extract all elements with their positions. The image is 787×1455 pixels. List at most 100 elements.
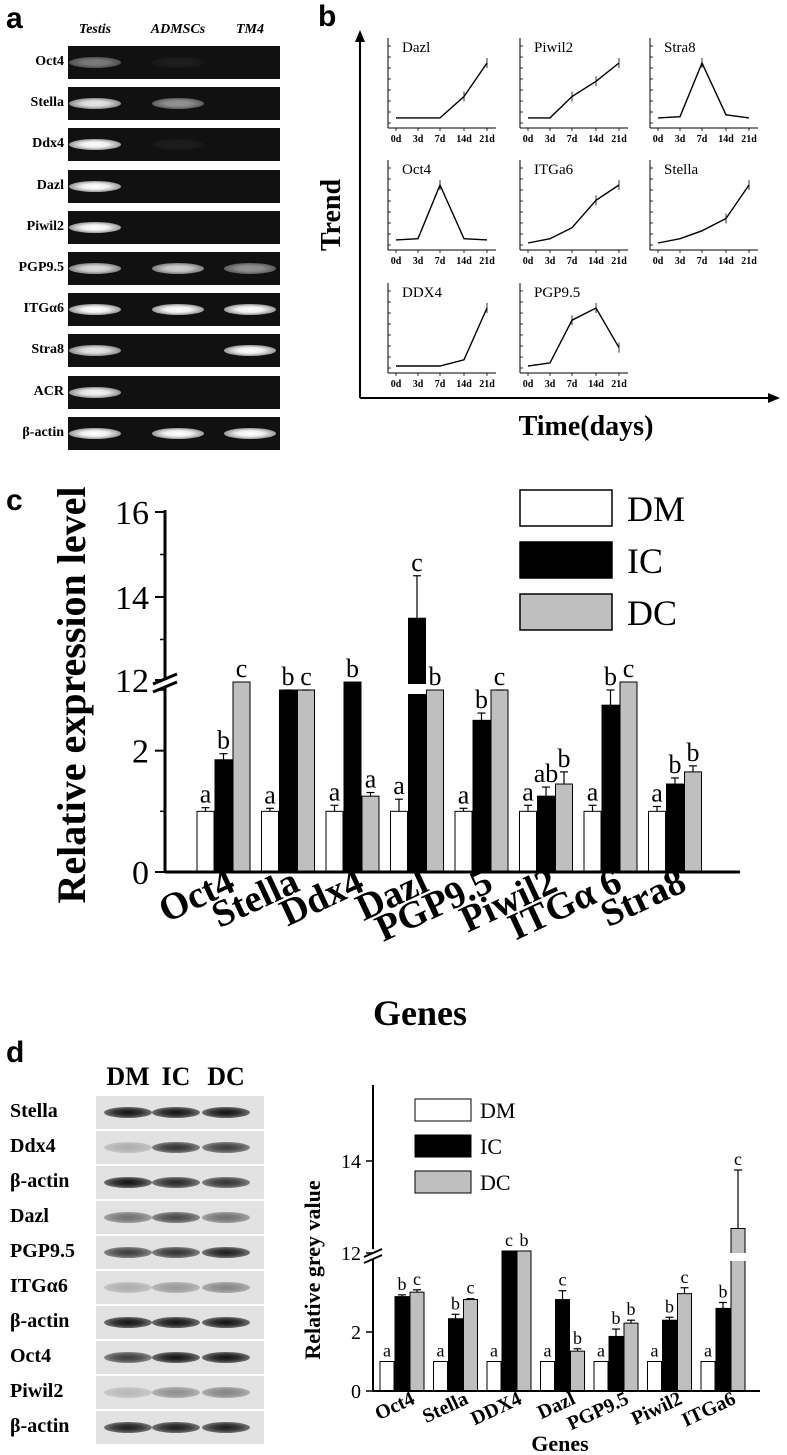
gel-row-label: Dazl: [36, 177, 64, 193]
significance-letter: c: [300, 662, 312, 691]
d-category-label: Oct4: [372, 1388, 419, 1425]
significance-letter: c: [505, 1230, 513, 1250]
mini-tick-label: 21d: [479, 134, 495, 145]
significance-letter: a: [651, 778, 663, 807]
mini-tick-label: 0d: [523, 256, 534, 267]
wb-band: [202, 1212, 250, 1223]
bar-dm: [325, 810, 344, 873]
mini-title: Stella: [664, 162, 699, 178]
bar-dm: [700, 1361, 716, 1392]
wb-row-label: Piwil2: [10, 1380, 64, 1402]
bar-ic: [555, 1299, 570, 1392]
bar-dc: [619, 681, 638, 873]
panel-c-letter: c: [6, 484, 23, 517]
mini-tick-label: 0d: [523, 379, 534, 390]
bar-ic: [214, 759, 233, 873]
wb-lane-label: IC: [161, 1062, 191, 1091]
bar-dm: [454, 810, 473, 873]
mini-trend-line: [657, 184, 750, 244]
mini-title: PGP9.5: [534, 285, 580, 301]
wb-row-label: β-actin: [10, 1170, 70, 1192]
bar-dc: [232, 681, 251, 873]
d-x-title: Genes: [531, 1431, 589, 1455]
bar-ic: [608, 1335, 624, 1392]
significance-letter: a: [264, 780, 276, 809]
d-y-tick-label: 2: [351, 1322, 361, 1344]
wb-row-label: Dazl: [10, 1205, 49, 1227]
bar-ic: [601, 704, 620, 873]
mini-tick-label: 21d: [611, 379, 627, 390]
mini-tick-label: 7d: [567, 379, 578, 390]
mini-tick-label: 7d: [697, 256, 708, 267]
mini-title: Piwil2: [534, 40, 573, 56]
significance-letter: c: [413, 1269, 421, 1289]
bar-break-gap: [730, 1253, 746, 1261]
c-axis-break-mark: [152, 680, 178, 694]
c-y-tick-label: 16: [115, 495, 149, 532]
gel-band: [69, 57, 121, 68]
bar-dm: [583, 810, 602, 873]
wb-band: [104, 1422, 152, 1433]
d-category-label: Piwil2: [628, 1388, 686, 1430]
mini-tick-label: 21d: [611, 256, 627, 267]
wb-lane-label: DM: [106, 1062, 150, 1091]
panel-d-western-blot: DM IC DC Stella Ddx4 β-actin Dazl PGP9.5 ITGα6 β-…: [0, 1060, 270, 1455]
wb-band: [152, 1282, 200, 1293]
wb-band: [202, 1247, 250, 1258]
significance-letter: a: [522, 777, 534, 806]
mini-tick-label: 0d: [391, 256, 402, 267]
panel-b-trend-chart: Trend Time(days) Dazl 0d 3d 7d 14d 21d Piwil2 0d 3…: [316, 30, 780, 442]
mini-tick-label: 3d: [413, 134, 424, 145]
gel-band: [69, 221, 121, 233]
gel-band: [69, 139, 121, 151]
significance-letter: c: [467, 1278, 475, 1298]
trend-y-arrow: [355, 30, 365, 42]
mini-trend-line: [657, 61, 750, 119]
c-legend-label: DC: [627, 593, 677, 633]
wb-band: [104, 1317, 152, 1328]
significance-letter: c: [734, 1149, 742, 1169]
d-y-tick-label: 12: [341, 1243, 361, 1265]
bar-ic: [501, 1250, 517, 1392]
bar-dc: [297, 689, 315, 873]
gel-row-label: Stra8: [31, 342, 64, 358]
trend-mini-chart: Oct4 0d 3d 7d 14d 21d: [387, 160, 496, 267]
mini-tick-label: 7d: [435, 256, 446, 267]
bar-dm: [433, 1361, 448, 1392]
mini-title: ITGa6: [534, 162, 574, 178]
significance-letter: b: [665, 1296, 674, 1316]
mini-tick-label: 3d: [675, 256, 686, 267]
significance-letter: b: [520, 1230, 529, 1250]
gel-band: [152, 263, 204, 274]
wb-band: [202, 1107, 250, 1118]
bar-dm: [261, 810, 279, 873]
bar-dc: [623, 1322, 639, 1392]
c-legend-label: IC: [627, 541, 663, 581]
c-legend-swatch: [519, 489, 613, 527]
panel-d-letter: d: [6, 1036, 25, 1069]
significance-letter: a: [587, 777, 599, 806]
trend-mini-chart: DDX4 0d 3d 7d 14d 21d: [387, 283, 496, 390]
mini-tick-label: 21d: [611, 134, 627, 145]
significance-letter: b: [719, 1282, 728, 1302]
gel-row-label: Oct4: [35, 54, 64, 69]
wb-band: [202, 1282, 250, 1293]
gel-band: [152, 98, 204, 110]
wb-band: [152, 1177, 200, 1188]
wb-row-label: β-actin: [10, 1310, 70, 1332]
bar-dc: [409, 1291, 425, 1392]
wb-band: [104, 1247, 152, 1258]
mini-tick-label: 14d: [456, 379, 472, 390]
mini-tick-label: 7d: [567, 256, 578, 267]
c-legend-label: DM: [627, 489, 685, 529]
bar-ic: [279, 689, 297, 873]
bar-dc: [570, 1350, 585, 1392]
mini-trend-line: [527, 184, 620, 244]
mini-tick-label: 0d: [391, 134, 402, 145]
significance-letter: b: [612, 1308, 621, 1328]
mini-trend-line: [527, 307, 620, 367]
bar-dm: [540, 1361, 555, 1392]
significance-letter: a: [329, 777, 341, 806]
wb-band: [104, 1282, 152, 1293]
significance-letter: b: [558, 744, 571, 773]
